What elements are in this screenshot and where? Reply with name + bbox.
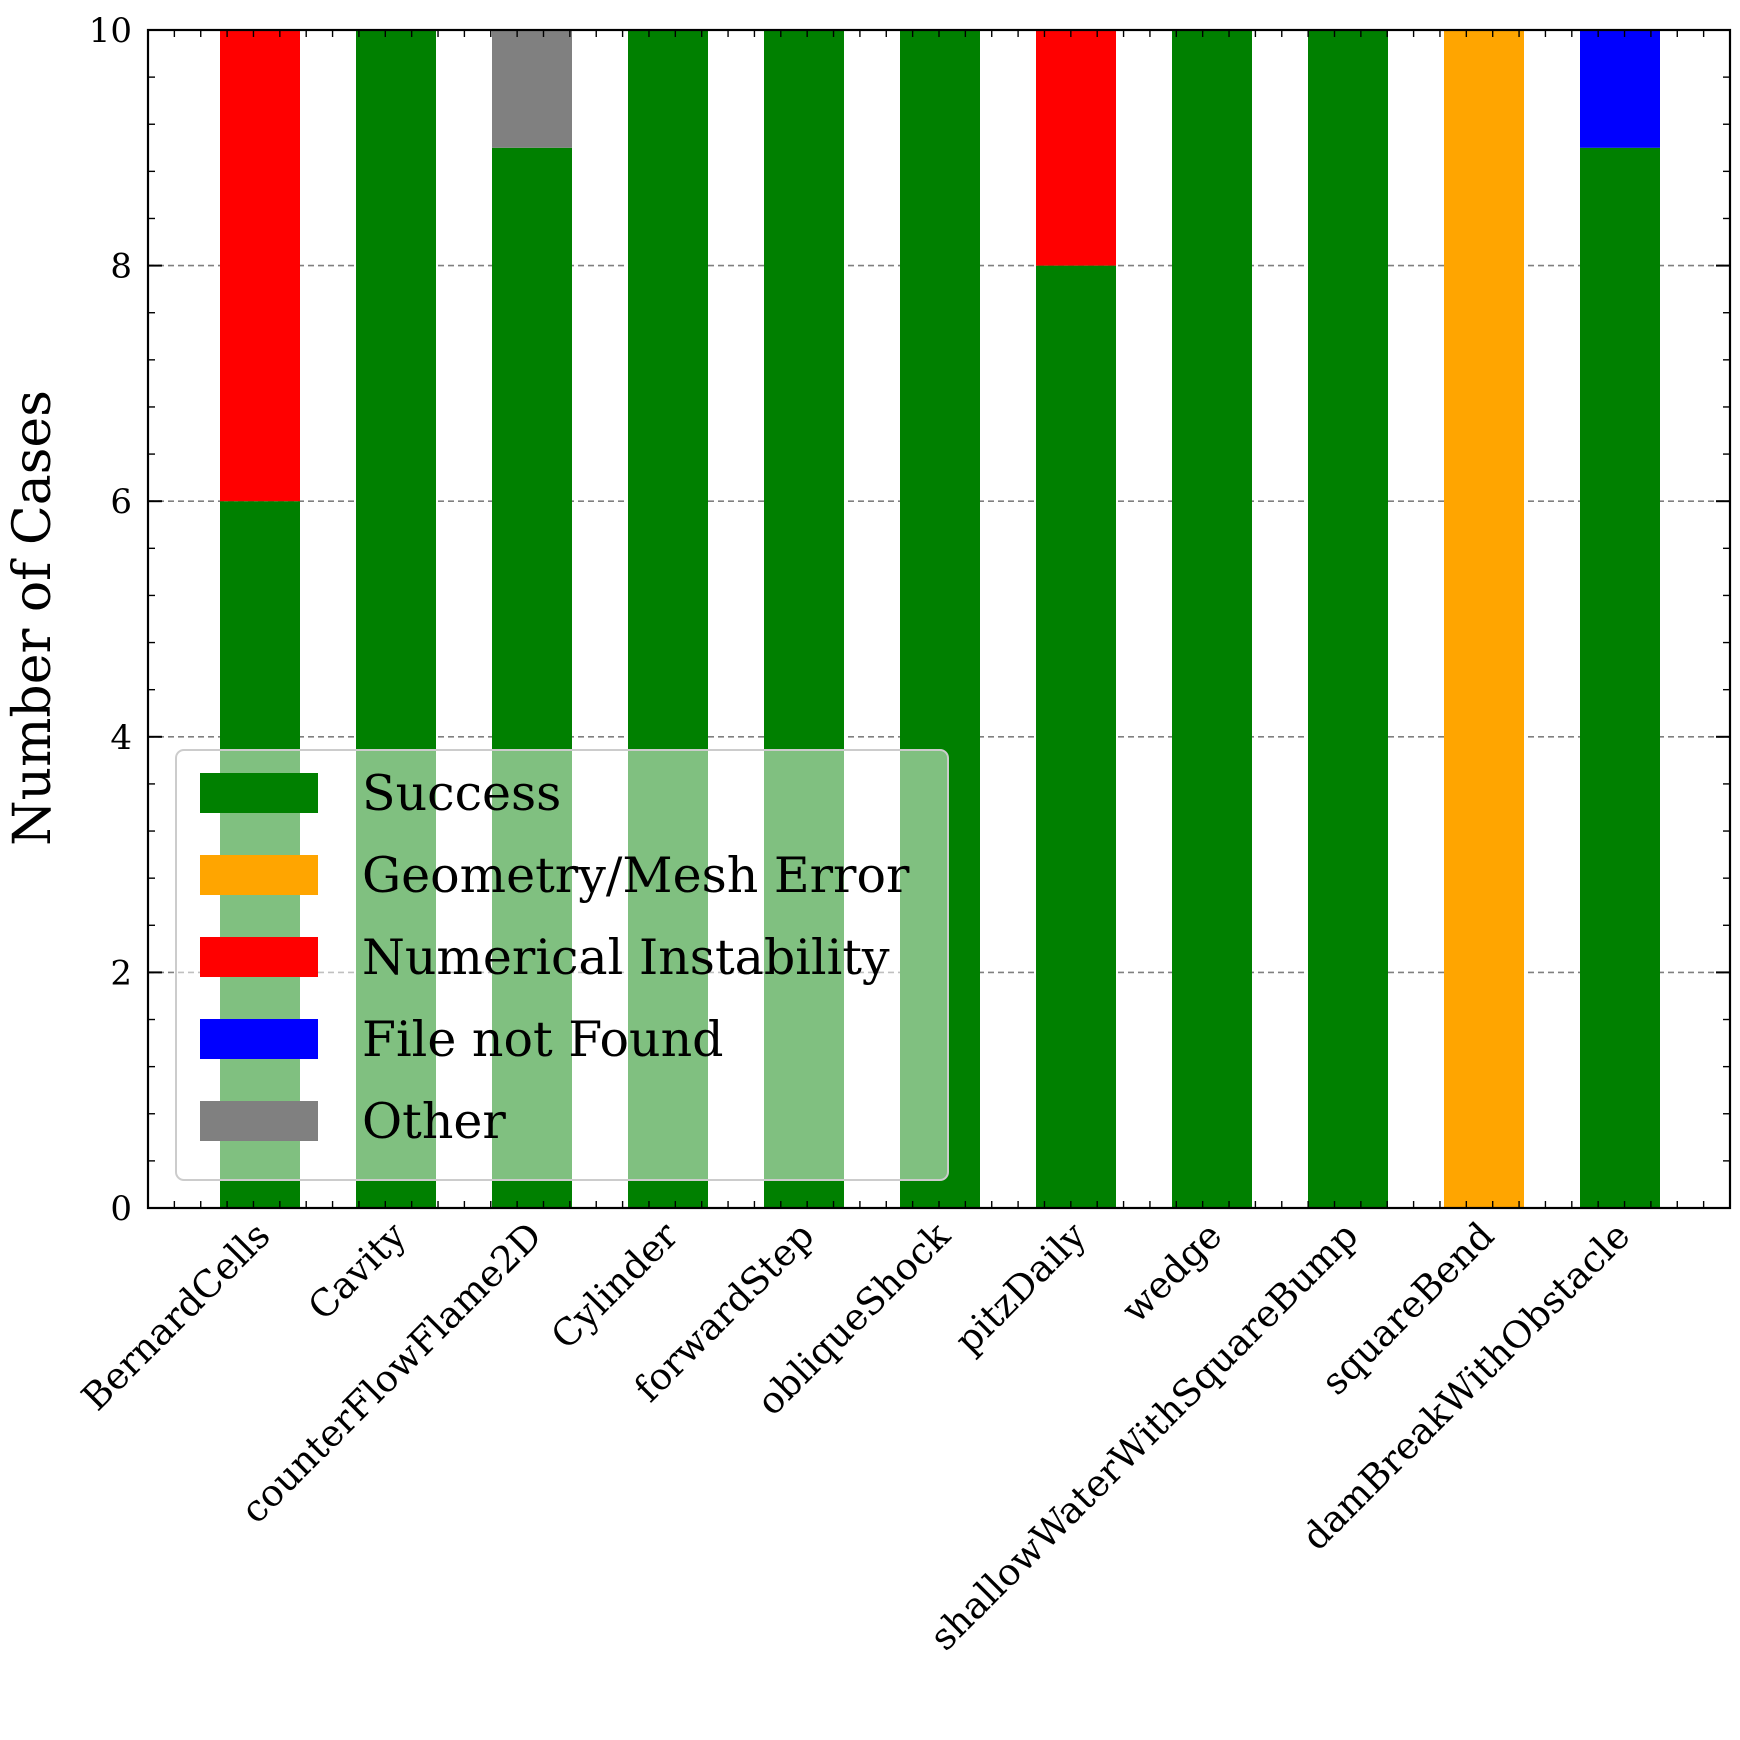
bar-numerical-instability [1036, 30, 1116, 266]
y-tick-label: 0 [110, 1189, 132, 1229]
legend-swatch [200, 937, 318, 977]
legend-swatch [200, 855, 318, 895]
legend-swatch [200, 773, 318, 813]
y-tick-label: 6 [110, 482, 132, 522]
y-axis-label: Number of Cases [3, 390, 63, 846]
bar-numerical-instability [220, 30, 300, 502]
y-tick-label: 2 [110, 953, 132, 993]
bar-success [1580, 147, 1660, 1208]
y-tick-label: 4 [110, 718, 132, 758]
bar-file-not-found [1580, 30, 1660, 148]
axes [146, 28, 1732, 1210]
legend-label: Success [362, 765, 561, 822]
legend-label: File not Found [362, 1011, 724, 1068]
bar-other [492, 30, 572, 148]
y-tick-label: 8 [110, 247, 132, 287]
legend-label: Geometry/Mesh Error [362, 847, 910, 904]
legend-label: Other [362, 1093, 506, 1150]
legend-label: Numerical Instability [362, 929, 890, 986]
bar-geometry-mesh-error [1444, 30, 1524, 1208]
bar-success [1036, 265, 1116, 1209]
legend-swatch [200, 1019, 318, 1059]
bar-success [1172, 30, 1252, 1208]
y-tick-label: 10 [89, 11, 132, 51]
legend: Success Geometry/Mesh Error Numerical Inst… [175, 749, 949, 1181]
legend-box [175, 749, 949, 1181]
bar-success [1308, 30, 1388, 1208]
y-tick-labels: 0 2 4 6 8 10 [89, 11, 132, 1229]
legend-swatch [200, 1101, 318, 1141]
